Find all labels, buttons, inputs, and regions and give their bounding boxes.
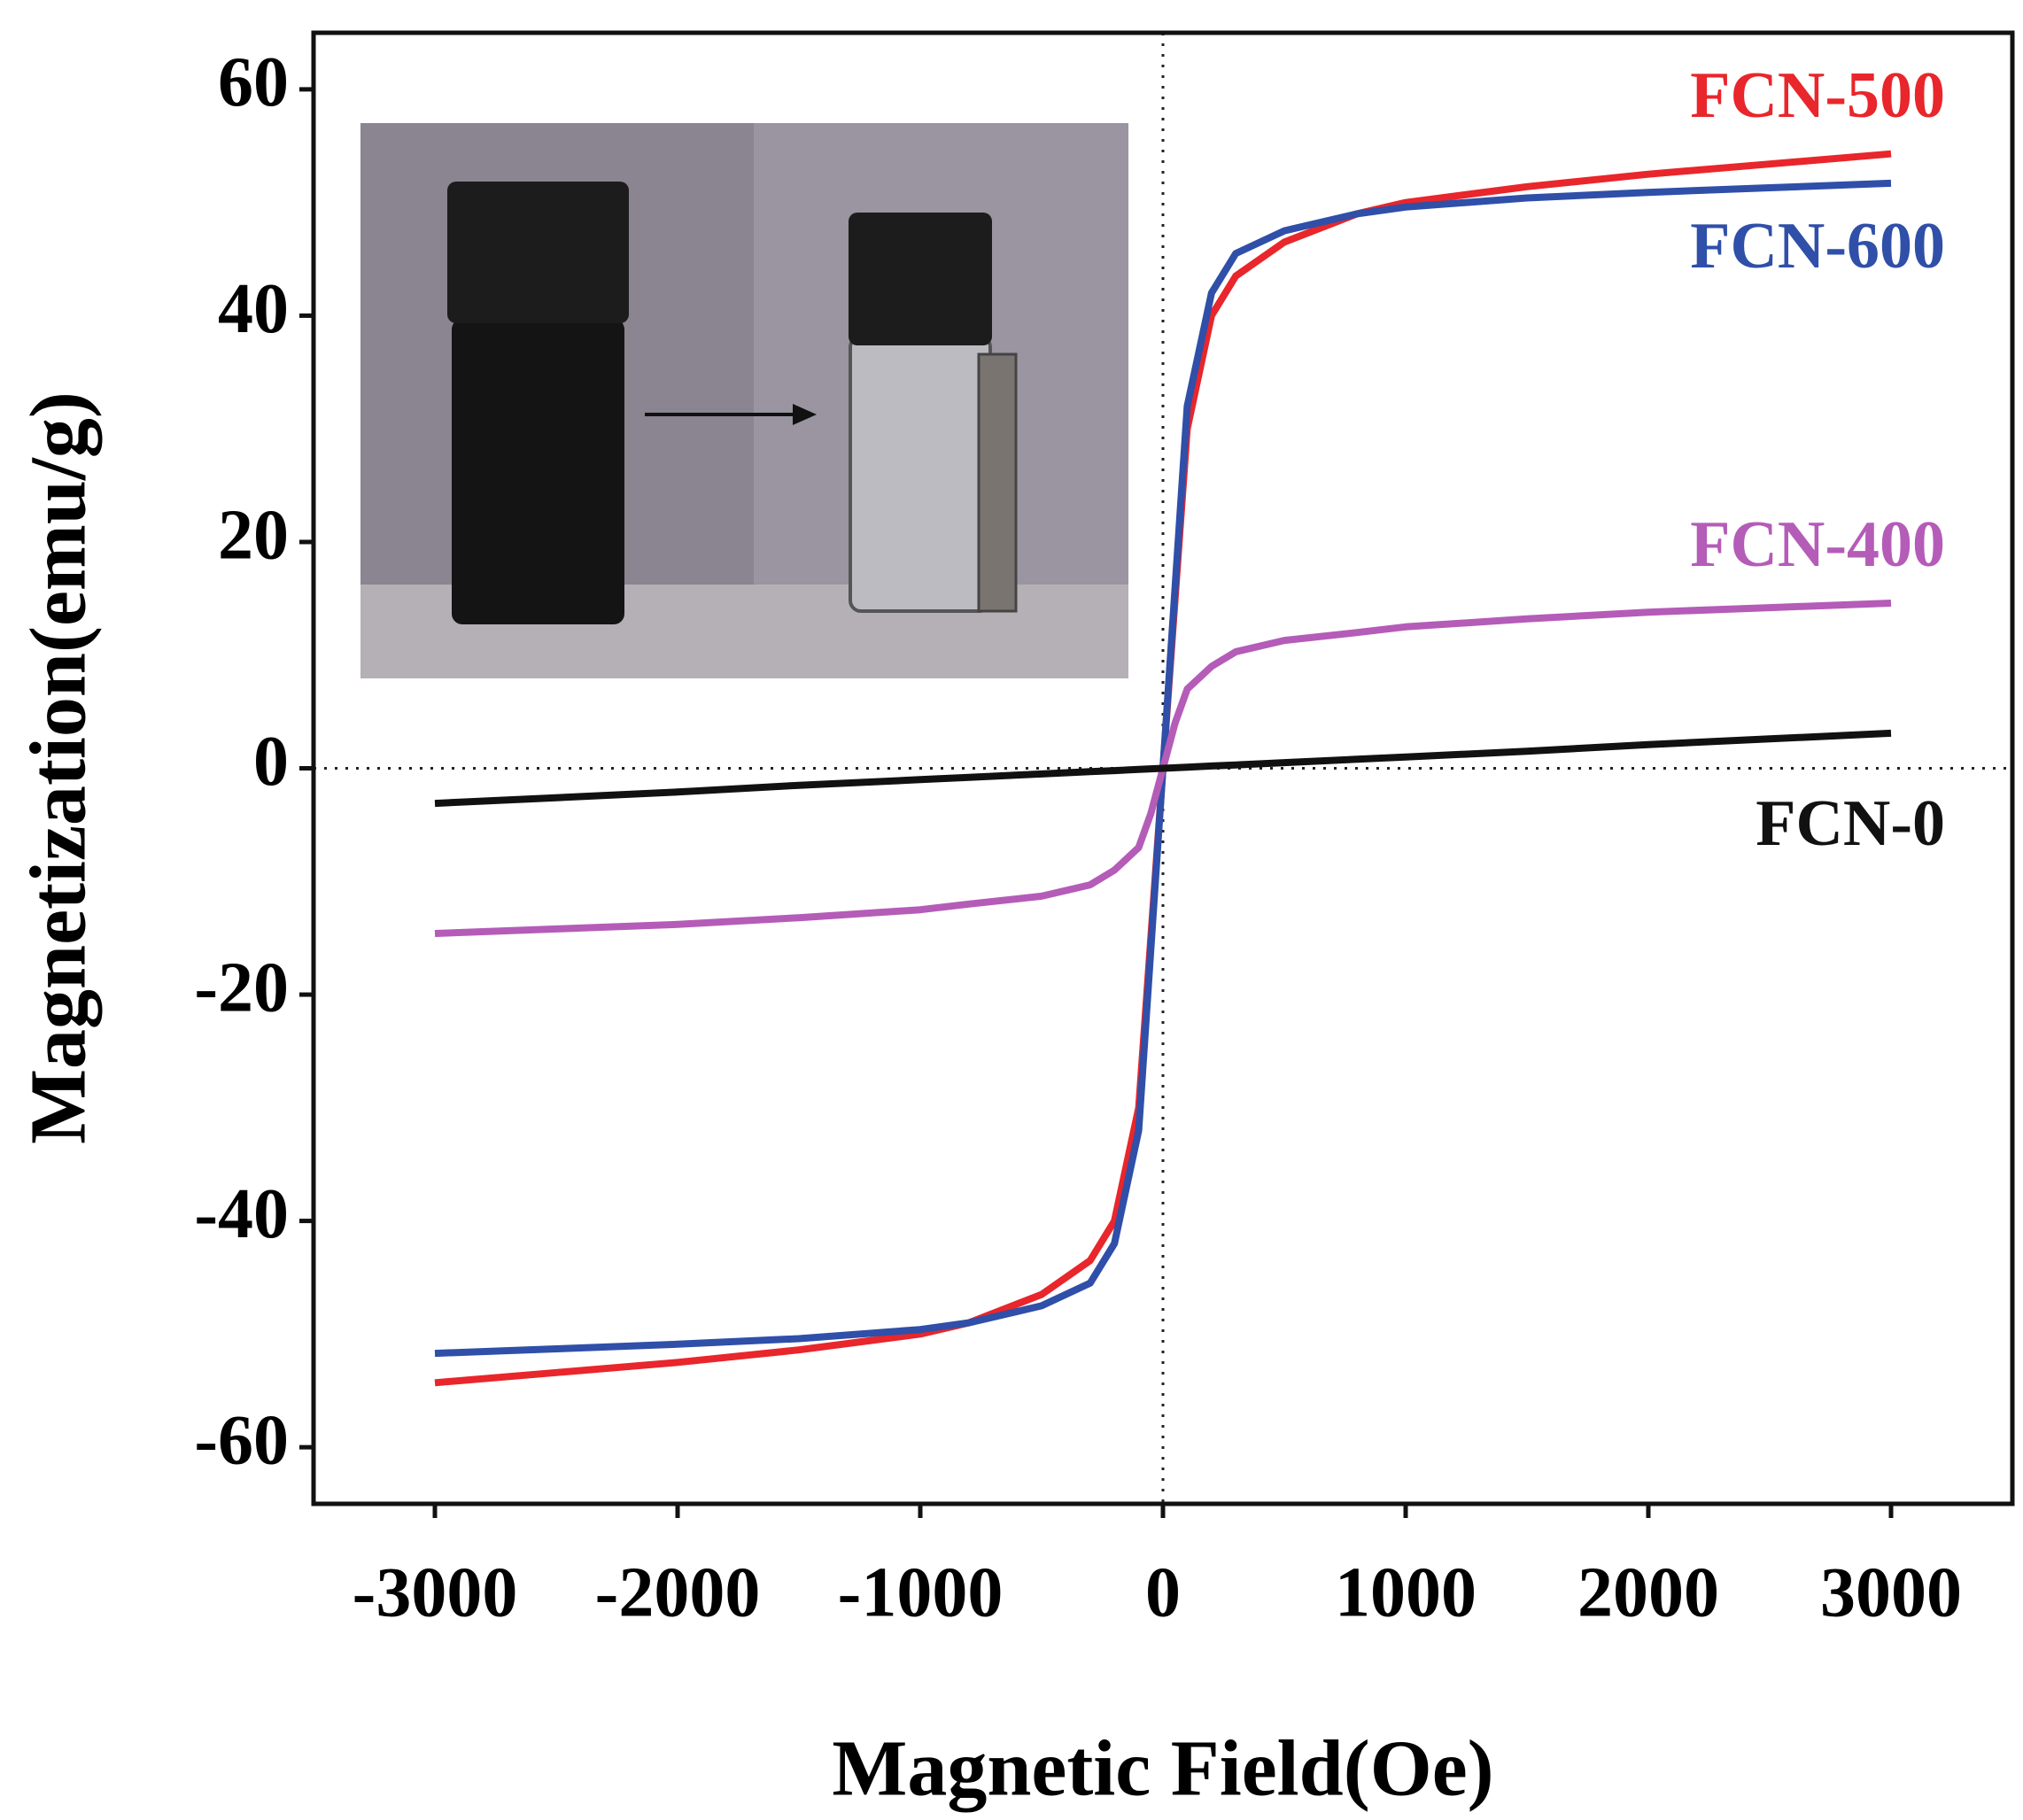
y-axis-title: Magnetization(emu/g) bbox=[15, 391, 103, 1144]
y-tick-label: 60 bbox=[218, 43, 289, 121]
x-tick-label: 3000 bbox=[1820, 1553, 1962, 1631]
plot-frame bbox=[311, 30, 2015, 1506]
y-tick-label: 20 bbox=[218, 496, 289, 574]
y-tick-label: -60 bbox=[194, 1401, 289, 1479]
y-tick-label: -40 bbox=[194, 1175, 289, 1253]
series-label: FCN-600 bbox=[1690, 210, 1945, 283]
x-tick-label: 1000 bbox=[1335, 1553, 1477, 1631]
inset-photo bbox=[360, 123, 1128, 678]
x-axis-title: Magnetic Field(Oe) bbox=[832, 1725, 1493, 1813]
y-tick-label: -20 bbox=[194, 949, 289, 1026]
y-tick-label: 40 bbox=[218, 270, 289, 348]
x-tick-label: -2000 bbox=[595, 1553, 761, 1631]
x-tick-label: -3000 bbox=[353, 1553, 518, 1631]
x-tick-label: -1000 bbox=[838, 1553, 1004, 1631]
series-label: FCN-500 bbox=[1690, 59, 1945, 132]
x-tick-label: 2000 bbox=[1577, 1553, 1719, 1631]
series-line bbox=[434, 729, 1892, 808]
y-tick-label: 0 bbox=[253, 723, 289, 801]
series-label: FCN-0 bbox=[1756, 787, 1945, 860]
x-tick-label: 0 bbox=[1145, 1553, 1181, 1631]
series-label: FCN-400 bbox=[1690, 508, 1945, 581]
